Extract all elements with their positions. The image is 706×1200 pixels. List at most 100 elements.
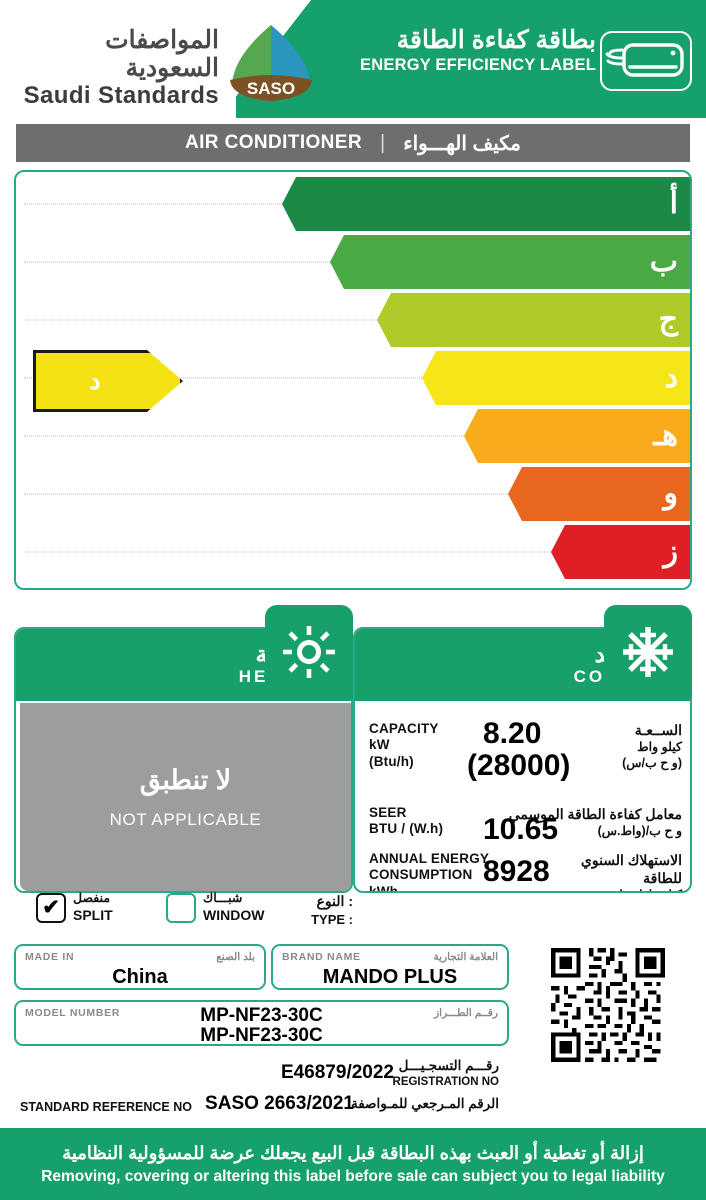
heating-not-applicable-block: لا تنطبق NOT APPLICABLE <box>20 703 351 891</box>
spec-value-secondary: (28000) <box>467 749 571 782</box>
model-number-value-line2: MP-NF23-30C <box>200 1025 323 1046</box>
window-label-ar: شبـــاك <box>203 891 243 905</box>
current-rating-arrow: د <box>33 350 183 412</box>
split-checkbox[interactable]: ✔ <box>36 892 66 923</box>
label-title: بطاقة كفاءة الطاقة ENERGY EFFICIENCY LAB… <box>360 26 596 75</box>
spec-label-en: SEER BTU / (W.h) <box>369 805 444 837</box>
product-type-bar: AIR CONDITIONER | مكيف الهـــواء <box>16 124 690 162</box>
type-label-en: TYPE : <box>311 911 353 927</box>
model-number-label-ar: رقــم الطـــراز <box>434 1007 498 1019</box>
saso-logo-icon: SASO <box>222 22 320 104</box>
split-label-ar: منفصل <box>73 891 111 905</box>
label-header: المواصفات السعودية Saudi Standards SASO … <box>0 0 706 118</box>
heating-panel: التدفئة HEATING لا تنطبق NOT APPLICABLE <box>14 605 353 893</box>
brand-name-box: BRAND NAME العلامة التجارية MANDO PLUS <box>271 944 509 990</box>
made-in-label-en: MADE IN <box>25 951 75 963</box>
spec-value: 8928 <box>483 855 550 888</box>
qr-code <box>524 944 692 1066</box>
made-in-box: MADE IN بلد الصنع China <box>14 944 266 990</box>
rating-row: و <box>16 465 690 523</box>
warning-text-en: Removing, covering or altering this labe… <box>41 1167 665 1185</box>
rating-guideline <box>24 493 508 495</box>
sun-icon <box>265 605 353 699</box>
rating-bar-3: ج <box>377 293 690 347</box>
model-number-box: MODEL NUMBER رقــم الطـــراز MP-NF23-30C… <box>14 1000 509 1046</box>
cooling-panel: التبريد COOLING CAPACITYkW(Btu/h)الســعـ… <box>353 605 692 893</box>
rating-row: أ <box>16 175 690 233</box>
split-check-mark: ✔ <box>42 896 60 920</box>
rating-bar-letter: و <box>663 477 679 510</box>
rating-bar-letter: أ <box>669 187 678 220</box>
rating-bar-6: و <box>508 467 690 521</box>
svg-text:SASO: SASO <box>247 79 295 98</box>
type-label: النوع : TYPE : <box>311 892 353 928</box>
org-name-ar: المواصفات السعودية <box>105 26 219 82</box>
current-rating-letter: د <box>89 367 101 395</box>
made-in-value: China <box>112 966 168 988</box>
air-conditioner-icon <box>600 31 692 91</box>
spec-value: 8.20 <box>483 717 542 750</box>
rating-guideline <box>24 435 464 437</box>
model-number-value-line1: MP-NF23-30C <box>200 1005 323 1026</box>
header-green-band <box>236 0 706 118</box>
rating-row: ج <box>16 291 690 349</box>
standard-reference-label-ar: الرقم المـرجعي للمـواصفة <box>350 1096 499 1111</box>
type-option-split[interactable]: ✔ منفصل SPLIT <box>36 891 113 924</box>
spec-label-en: CAPACITY kW (Btu/h) <box>369 721 439 769</box>
rating-bar-letter: ج <box>658 303 678 336</box>
spec-label-en: ANNUAL ENERGY CONSUMPTION kWh <box>369 851 490 893</box>
saudi-standards-wordmark: المواصفات السعودية Saudi Standards <box>14 26 220 110</box>
org-name-en: Saudi Standards <box>23 82 219 109</box>
window-checkbox[interactable] <box>166 892 196 923</box>
rating-bar-letter: ب <box>649 245 678 278</box>
spec-label-ar: معامل كفاءة الطاقة الموسمي و ح ب/(واط.س) <box>508 806 682 839</box>
label-title-en: ENERGY EFFICIENCY LABEL <box>360 55 596 74</box>
registration-row: رقـــم التسجـيـــل REGISTRATION NO E4687… <box>0 1058 509 1088</box>
made-in-label-ar: بلد الصنع <box>216 951 255 963</box>
rating-bar-4: د <box>422 351 690 405</box>
label-title-ar: بطاقة كفاءة الطاقة <box>396 26 597 54</box>
product-name-en: AIR CONDITIONER <box>185 132 362 153</box>
type-label-ar: النوع : <box>316 893 353 909</box>
type-option-window[interactable]: شبـــاك WINDOW <box>166 891 264 924</box>
rating-bar-letter: د <box>664 361 678 394</box>
rating-bar-letter: هـ <box>653 419 678 452</box>
rating-bar-7: ز <box>551 525 690 579</box>
rating-bar-5: هـ <box>464 409 690 463</box>
rating-guideline <box>24 261 330 263</box>
model-number-label-en: MODEL NUMBER <box>25 1007 121 1019</box>
heating-status-ar: لا تنطبق <box>139 764 232 795</box>
type-selection-row: النوع : TYPE : شبـــاك WINDOW ✔ منفصل SP… <box>14 890 353 932</box>
spec-label-ar: الســعـة كيلو واط (و ح ب/س) <box>622 722 682 771</box>
registration-value: E46879/2022 <box>280 1062 394 1083</box>
rating-row: هـ <box>16 407 690 465</box>
spec-label-ar: الاستهلاك السنويللطاقةكيلو واط ساعة <box>580 852 682 891</box>
rating-bar-1: أ <box>282 177 690 231</box>
spec-value: 10.65 <box>483 813 559 846</box>
rating-guideline <box>24 203 282 205</box>
rating-bar-2: ب <box>330 235 690 289</box>
standard-reference-row: الرقم المـرجعي للمـواصفة SASO 2663/2021 … <box>0 1093 509 1120</box>
legal-warning-footer: إزالة أو تغطية أو العبث بهذه البطاقة قبل… <box>0 1128 706 1200</box>
rating-guideline <box>24 319 377 321</box>
snowflake-icon <box>604 605 692 699</box>
heating-status-en: NOT APPLICABLE <box>109 809 262 829</box>
standard-reference-value: SASO 2663/2021 <box>205 1093 354 1114</box>
product-separator: | <box>380 131 386 154</box>
rating-guideline <box>24 551 551 553</box>
registration-label-en: REGISTRATION NO <box>392 1076 499 1088</box>
rating-row: د <box>16 349 690 407</box>
split-label-en: SPLIT <box>73 906 113 923</box>
warning-text-ar: إزالة أو تغطية أو العبث بهذه البطاقة قبل… <box>62 1142 644 1163</box>
window-label-en: WINDOW <box>203 906 265 923</box>
registration-label-ar: رقـــم التسجـيـــل <box>398 1058 499 1073</box>
brand-name-label-ar: العلامة التجارية <box>433 951 498 963</box>
rating-bar-letter: ز <box>663 535 679 568</box>
rating-row: ب <box>16 233 690 291</box>
rating-guideline <box>24 377 422 379</box>
brand-name-value: MANDO PLUS <box>322 966 458 988</box>
brand-name-label-en: BRAND NAME <box>282 951 361 963</box>
product-name-ar: مكيف الهـــواء <box>403 132 521 155</box>
rating-row: ز <box>16 523 690 581</box>
